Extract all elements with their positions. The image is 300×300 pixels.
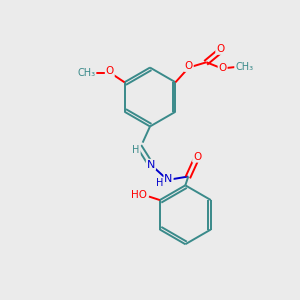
Text: O: O <box>218 63 227 73</box>
Text: H: H <box>133 145 140 155</box>
Text: N: N <box>164 174 173 184</box>
Text: HO: HO <box>131 190 147 200</box>
Text: H: H <box>156 178 164 188</box>
Text: O: O <box>193 152 201 162</box>
Text: O: O <box>184 61 193 71</box>
Text: O: O <box>106 66 114 76</box>
Text: CH₃: CH₃ <box>235 62 253 72</box>
Text: CH₃: CH₃ <box>77 68 96 78</box>
Text: N: N <box>147 160 155 170</box>
Text: O: O <box>216 44 224 54</box>
